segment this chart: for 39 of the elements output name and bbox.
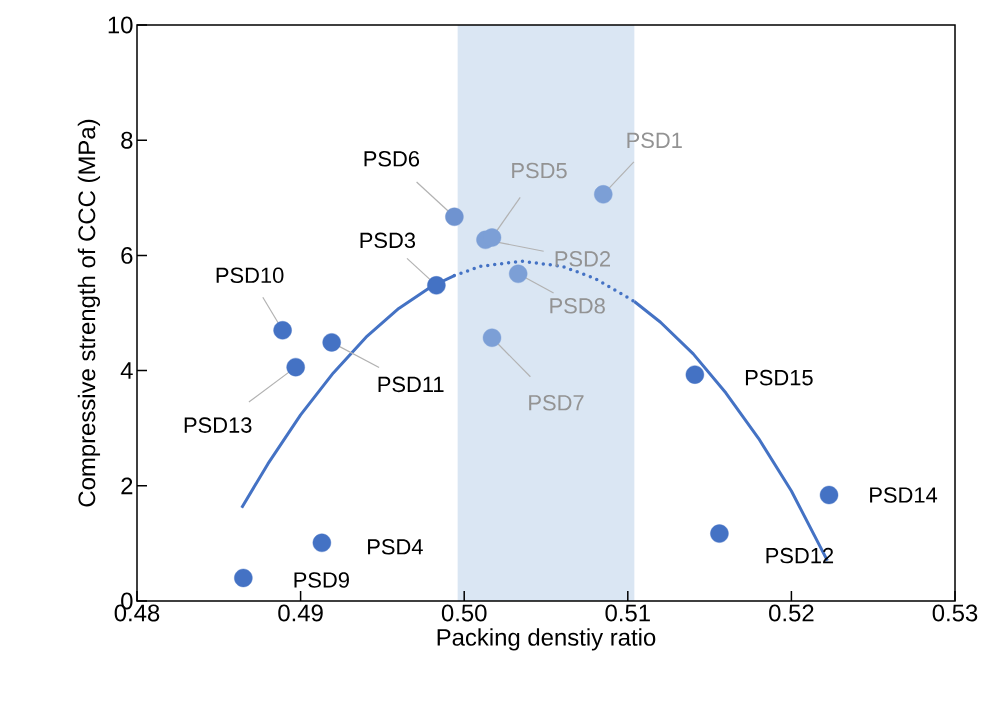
x-tick-label: 0.52 xyxy=(769,604,814,622)
y-axis-title: Compressive strength of CCC (MPa) xyxy=(77,119,101,507)
y-tick-label: 10 xyxy=(108,16,133,34)
x-tick-label: 0.49 xyxy=(278,604,323,622)
point xyxy=(445,207,464,226)
annotation: PSD6 xyxy=(364,151,420,167)
point xyxy=(322,333,341,352)
annotation: PSD14 xyxy=(870,487,938,503)
point xyxy=(427,276,446,295)
point xyxy=(594,185,613,204)
point xyxy=(685,365,705,384)
point xyxy=(312,533,332,553)
annotation: PSD11 xyxy=(378,376,444,393)
annotation: PSD2 xyxy=(555,251,610,267)
annotation: PSD4 xyxy=(368,539,423,555)
annotation: PSD13 xyxy=(184,417,252,433)
point xyxy=(273,321,292,340)
annotation: PSD8 xyxy=(550,298,605,314)
annotation: PSD1 xyxy=(627,132,682,149)
y-tick-label: 8 xyxy=(121,131,133,149)
x-axis-title: Packing denstiy ratio xyxy=(437,628,656,651)
point xyxy=(286,357,305,377)
annotation: PSD10 xyxy=(216,267,284,284)
annotation: PSD3 xyxy=(360,232,416,249)
annotation: PSD5 xyxy=(512,162,567,179)
x-tick-label: 0.51 xyxy=(605,604,650,622)
x-tick-label: 0.50 xyxy=(441,604,487,622)
point xyxy=(234,568,253,588)
point xyxy=(508,264,528,284)
annotation: PSD7 xyxy=(529,395,584,411)
point xyxy=(819,485,839,505)
y-tick-label: 2 xyxy=(121,477,133,495)
annotation: PSD9 xyxy=(294,572,349,588)
x-tick-label: 0.53 xyxy=(932,604,978,622)
point xyxy=(710,524,729,543)
point xyxy=(482,328,502,347)
y-tick-label: 6 xyxy=(121,246,133,264)
y-tick-label: 4 xyxy=(120,362,133,379)
annotation: PSD15 xyxy=(745,369,813,386)
